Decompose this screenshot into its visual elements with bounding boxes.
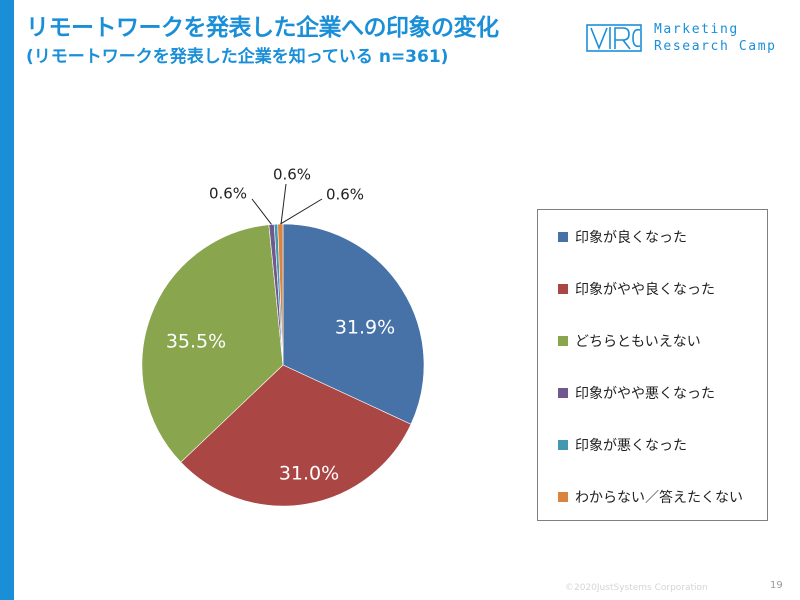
pie-slice-label: 0.6% xyxy=(209,185,247,203)
leader-line xyxy=(280,198,323,225)
pie-slice-label: 35.5% xyxy=(166,331,226,353)
logo-mark-icon xyxy=(586,24,642,52)
legend-item: 印象がやや悪くなった xyxy=(558,383,715,403)
legend-item: 印象がやや良くなった xyxy=(558,279,715,299)
legend-item: 印象が悪くなった xyxy=(558,435,687,455)
page-title: リモートワークを発表した企業への印象の変化 xyxy=(26,15,499,41)
legend-label: 印象がやや悪くなった xyxy=(575,386,715,402)
pie-slice xyxy=(282,223,425,425)
legend-item: どちらともいえない xyxy=(558,331,701,351)
pie-slice-label: 0.6% xyxy=(326,186,364,204)
legend-label: わからない／答えたくない xyxy=(575,490,743,506)
leader-line xyxy=(251,198,272,225)
logo-text-line2: Research Camp xyxy=(654,39,777,54)
page-subtitle: (リモートワークを発表した企業を知っている n=361) xyxy=(26,47,449,67)
legend-item: わからない／答えたくない xyxy=(558,487,743,507)
pie-slice xyxy=(141,224,284,463)
legend-label: 印象が悪くなった xyxy=(575,438,687,454)
left-accent-bar xyxy=(0,0,14,600)
legend-swatch xyxy=(558,284,568,294)
legend-swatch xyxy=(558,440,568,450)
legend-label: 印象が良くなった xyxy=(575,230,687,246)
legend-swatch xyxy=(558,232,568,242)
chart-legend: 印象が良くなった印象がやや良くなった どちらともいえない 印象がやや悪くなった 印象が… xyxy=(537,209,768,521)
pie-slice-label: 31.0% xyxy=(279,463,339,485)
legend-swatch xyxy=(558,388,568,398)
brand-logo: Marketing Research Camp xyxy=(586,20,791,60)
page-number: 19 xyxy=(770,580,783,591)
legend-label: 印象がやや良くなった xyxy=(575,282,715,298)
logo-text-line1: Marketing xyxy=(654,22,739,37)
pie-slice-label: 31.9% xyxy=(335,317,395,339)
legend-label: どちらともいえない xyxy=(575,334,701,350)
leader-line xyxy=(280,183,287,225)
footer-copyright: ©2020JustSystems Corporation xyxy=(565,583,708,593)
pie-slice xyxy=(180,364,412,507)
pie-slice-label: 0.6% xyxy=(273,166,311,184)
legend-swatch xyxy=(558,492,568,502)
legend-item: 印象が良くなった xyxy=(558,227,687,247)
legend-swatch xyxy=(558,336,568,346)
